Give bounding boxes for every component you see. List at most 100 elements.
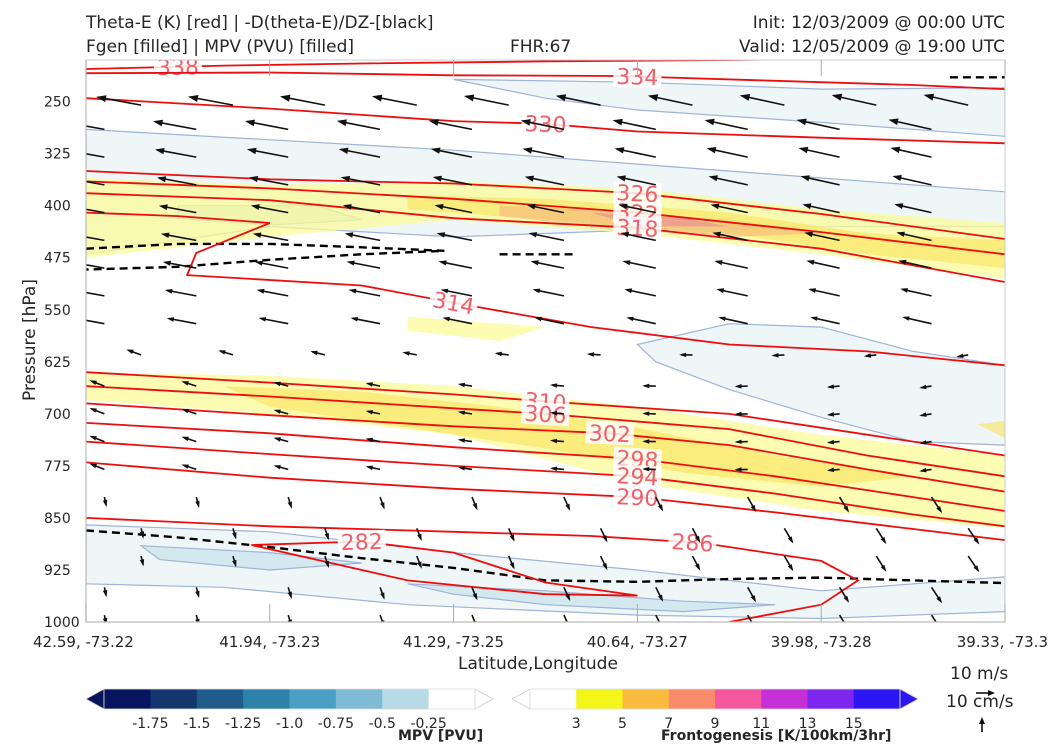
y-tick-label-475: 475: [44, 251, 71, 267]
wind-arrowhead: [695, 535, 701, 543]
wind-arrowhead: [708, 175, 718, 182]
wind-arrowhead: [252, 232, 262, 238]
y-axis-label: Pressure [hPa]: [20, 279, 40, 401]
wind-arrowhead: [751, 623, 756, 630]
wind-arrowhead: [550, 411, 558, 416]
forecast-hour: FHR:67: [510, 37, 572, 57]
colorbar-0-tick-5: -0.5: [369, 716, 396, 732]
wind-arrowhead: [750, 595, 757, 603]
wind-vector-184: [471, 614, 476, 622]
x-tick-label-2: 41.29, -73.25: [403, 633, 504, 651]
colorbar-1-segment-2: [622, 689, 670, 709]
wind-arrowhead: [622, 260, 631, 266]
fgen-region-7: [977, 420, 1005, 439]
wind-arrowhead: [616, 175, 626, 182]
wind-arrowhead: [102, 499, 108, 508]
wind-arrowhead: [826, 439, 835, 445]
fgen-region-4: [407, 316, 546, 341]
wind-arrowhead: [287, 619, 292, 622]
axes: 250 325 400 475 550 625 700 775 850 925 1000 42.59,…: [33, 59, 1048, 732]
svg-text:302: 302: [588, 421, 631, 448]
wind-arrowhead: [923, 93, 935, 101]
wind-arrowhead: [706, 147, 717, 154]
colorbar-0-segment-0: [104, 689, 151, 709]
theta-e-label-318: 318: [612, 215, 662, 243]
wind-arrowhead: [287, 591, 292, 599]
wind-arrowhead: [704, 118, 715, 126]
mpv-colorbar-label: MPV [PVU]: [398, 728, 484, 744]
wind-arrowhead: [430, 147, 441, 154]
colorbar-0-segment-7: [428, 689, 476, 709]
wind-arrowhead: [896, 231, 905, 237]
colorbar-0-tick-4: -0.75: [318, 716, 354, 732]
wind-vector-10: [86, 125, 105, 131]
wind-arrowhead: [888, 118, 899, 126]
wind-arrowhead: [248, 176, 259, 183]
mpv-region-1: [453, 78, 1005, 137]
wind-arrowhead: [365, 382, 373, 387]
wind-arrowhead: [739, 94, 751, 101]
wind-arrowhead: [844, 624, 850, 631]
wind-arrowhead: [195, 500, 200, 508]
wind-arrowhead: [602, 562, 608, 571]
wind-ref-vertical: 10 cm/s: [946, 692, 1014, 712]
x-tick-label-5: 39.33, -73.3: [957, 633, 1048, 651]
wind-arrowhead: [642, 439, 650, 444]
wind-arrowhead: [550, 383, 558, 388]
wind-arrowhead: [800, 175, 810, 182]
colorbar-1-segment-3: [668, 689, 716, 709]
wind-arrowhead: [695, 563, 701, 571]
wind-arrowhead: [826, 467, 835, 473]
wind-vector-185: [563, 614, 568, 622]
wind-arrowhead: [843, 595, 850, 603]
wind-arrowhead: [280, 94, 291, 102]
wind-arrowhead: [509, 562, 515, 570]
wind-arrowhead: [181, 464, 189, 469]
wind-arrowhead: [342, 204, 352, 210]
wind-arrowhead: [380, 502, 385, 510]
colorbar-0-frame: [103, 688, 476, 710]
wind-arrowhead: [380, 620, 385, 622]
colorbar-1-segment-1: [576, 689, 623, 709]
svg-text:338: 338: [157, 55, 200, 81]
theta-e-label-306: 306: [520, 401, 571, 429]
wind-arrowhead: [246, 147, 257, 155]
wind-vector-183: [379, 614, 384, 622]
wind-arrowhead: [710, 203, 720, 210]
colorbar-0-tick-6: -0.25: [411, 716, 447, 732]
colorbar-0-tick-3: -1.0: [276, 716, 303, 732]
wind-arrowhead: [432, 175, 442, 182]
wind-arrowhead: [826, 384, 835, 389]
wind-arrowhead: [620, 231, 630, 238]
theta-e-label-290: 290: [612, 485, 662, 512]
y-tick-label-1000: 1000: [44, 615, 80, 631]
wind-arrowhead: [181, 381, 189, 386]
colorbar-0-segment-6: [382, 689, 430, 709]
wind-vectors: [71, 93, 980, 631]
wind-ref-v-arrowhead: [979, 717, 985, 724]
wind-arrowhead: [550, 438, 558, 444]
colorbar-1-tick-5: 13: [799, 716, 817, 732]
wind-arrowhead: [618, 203, 628, 210]
wind-arrowhead: [457, 382, 466, 388]
wind-arrowhead: [463, 94, 475, 102]
wind-arrowhead: [919, 412, 927, 417]
wind-arrowhead: [71, 261, 79, 266]
y-tick-label-925: 925: [44, 563, 71, 579]
title-line-2: Fgen [filled] | MPV (PVU) [filled]: [86, 37, 355, 57]
colorbar-0-segment-5: [335, 689, 383, 709]
wind-arrowhead: [273, 381, 281, 387]
x-tick-label-0: 42.59, -73.22: [33, 633, 134, 651]
wind-arrowhead: [900, 288, 908, 293]
wind-arrowhead: [365, 465, 373, 470]
wind-arrowhead: [714, 260, 723, 266]
wind-arrowhead: [89, 380, 97, 385]
wind-arrowhead: [195, 618, 200, 622]
wind-arrowhead: [796, 118, 807, 126]
wind-arrowhead: [89, 463, 97, 469]
wind-arrowhead: [642, 383, 650, 389]
wind-vector-182: [287, 614, 292, 622]
theta-e-line-322: [86, 180, 1005, 256]
wind-arrowhead: [139, 531, 145, 539]
wind-arrowhead: [434, 204, 444, 210]
